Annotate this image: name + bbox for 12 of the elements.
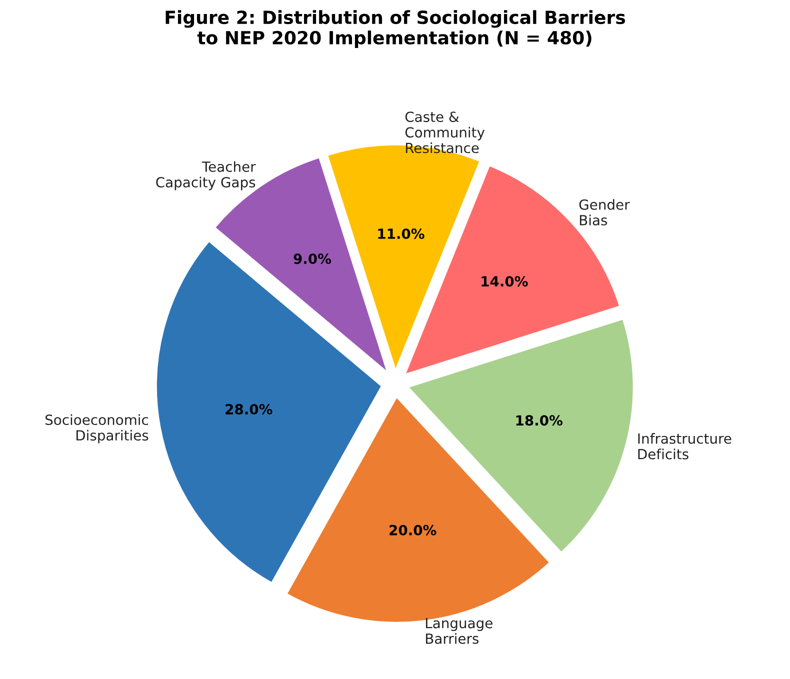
data-label: 18.0% xyxy=(516,415,562,426)
slice-label: Gender Bias xyxy=(579,199,630,226)
data-label: 11.0% xyxy=(378,228,424,239)
slice-label: Socioeconomic Disparities xyxy=(45,414,148,444)
slice-label: Language Barriers xyxy=(426,618,492,644)
slice-label: Infrastructure Deficits xyxy=(638,433,732,460)
slice-label: Teacher Capacity Gaps xyxy=(156,161,256,190)
data-label: 9.0% xyxy=(294,254,332,264)
data-label: 28.0% xyxy=(226,404,272,415)
data-label: 14.0% xyxy=(482,276,528,287)
chart-title: Figure 2: Distribution of Sociological Barriers to NEP 2020 Implementation (N = 480) xyxy=(166,10,626,48)
data-label: 20.0% xyxy=(390,524,436,536)
